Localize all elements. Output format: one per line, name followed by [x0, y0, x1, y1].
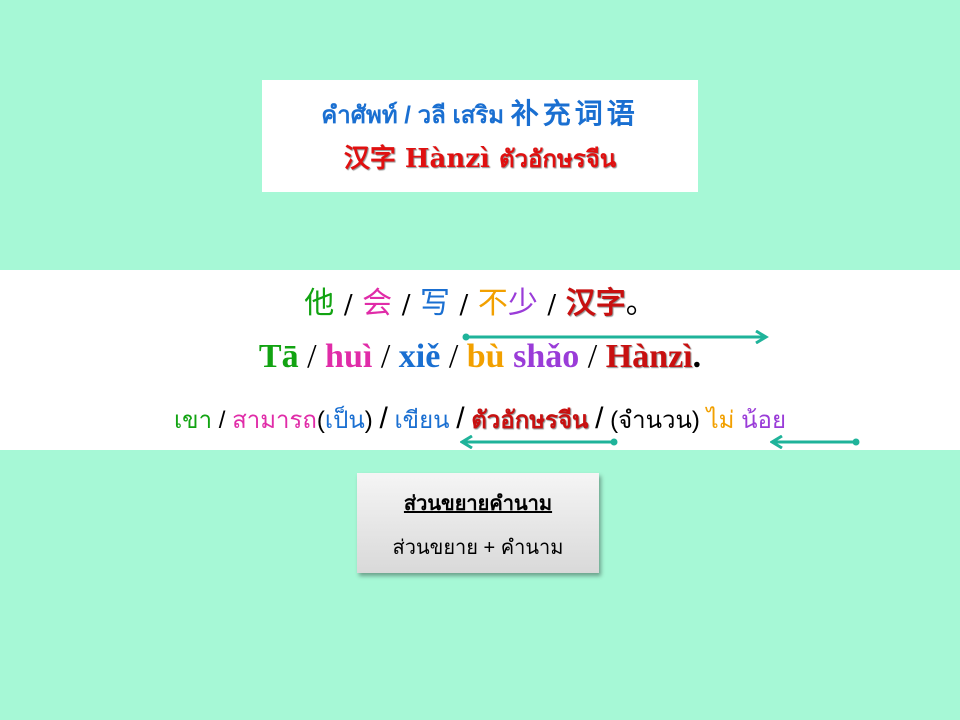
- title-box: คำศัพท์ / วลี เสริม 补充词语 汉字 Hànzì ตัวอัก…: [262, 80, 698, 192]
- paren-open: (: [316, 407, 325, 434]
- word-bu-pinyin: bù: [466, 338, 505, 375]
- left-arrow-icon-small: [770, 435, 860, 449]
- title-line-2: 汉字 Hànzì ตัวอักษรจีน: [262, 138, 698, 178]
- separator: /: [595, 402, 604, 435]
- separator: /: [456, 402, 465, 435]
- separator: /: [459, 290, 469, 320]
- left-arrow-icon: [460, 435, 618, 449]
- title-thai: คำศัพท์ / วลี เสริม: [321, 102, 505, 129]
- word-bu-chinese: 不: [477, 286, 508, 321]
- word-hui-pinyin: huì: [325, 338, 373, 375]
- title-thai-meaning: ตัวอักษรจีน: [498, 146, 617, 173]
- word-hanzi-thai: ตัวอักษรจีน: [471, 407, 589, 434]
- title-chinese: 补充词语: [510, 97, 639, 130]
- separator: /: [547, 290, 557, 320]
- word-ta-chinese: 他: [304, 286, 335, 321]
- word-hanzi-pinyin: Hànzì: [605, 338, 693, 375]
- thai-translation: เขา / สามารถ(เป็น) / เขียน / ตัวอักษรจีน…: [0, 400, 960, 439]
- word-hui-chinese: 会: [362, 286, 393, 321]
- separator: /: [343, 290, 353, 320]
- title-hanzi: 汉字 Hànzì: [343, 144, 490, 174]
- word-pen-thai: เป็น: [324, 407, 365, 434]
- pinyin-sentence: Tā / huì / xiě / bù shǎo / Hànzì.: [0, 338, 960, 376]
- word-bu-thai: ไม่: [706, 407, 735, 434]
- word-xie-chinese: 写: [420, 286, 450, 321]
- modifier-title: ส่วนขยายคำนาม: [403, 493, 553, 515]
- word-shao-thai: น้อย: [741, 407, 787, 434]
- word-shao-chinese: 少: [507, 286, 538, 321]
- word-quantity-thai: (จำนวน): [610, 407, 700, 434]
- period-pinyin: .: [692, 338, 702, 375]
- sentence-band: [0, 270, 960, 450]
- separator: /: [218, 407, 226, 434]
- paren-close: ): [364, 407, 373, 434]
- noun-modifier-box: ส่วนขยายคำนาม ส่วนขยาย + คำนาม: [357, 473, 599, 573]
- separator: /: [587, 338, 598, 375]
- word-shao-pinyin: shǎo: [513, 338, 580, 375]
- modifier-formula: ส่วนขยาย + คำนาม: [392, 537, 564, 559]
- title-line-1: คำศัพท์ / วลี เสริม 补充词语: [262, 92, 698, 134]
- word-hanzi-chinese: 汉字: [565, 286, 626, 321]
- separator: /: [448, 338, 459, 375]
- period-chinese: 。: [625, 286, 656, 321]
- separator: /: [401, 290, 411, 320]
- word-ta-pinyin: Tā: [258, 338, 299, 375]
- right-arrow-icon: [462, 330, 769, 344]
- separator: /: [379, 402, 388, 435]
- word-ta-thai: เขา: [173, 407, 213, 434]
- word-xie-pinyin: xiě: [398, 338, 441, 375]
- word-hui-thai: สามารถ: [232, 407, 317, 434]
- separator: /: [380, 338, 391, 375]
- word-xie-thai: เขียน: [394, 407, 450, 434]
- separator: /: [307, 338, 317, 375]
- chinese-sentence: 他 / 会 / 写 / 不少 / 汉字。: [0, 278, 960, 322]
